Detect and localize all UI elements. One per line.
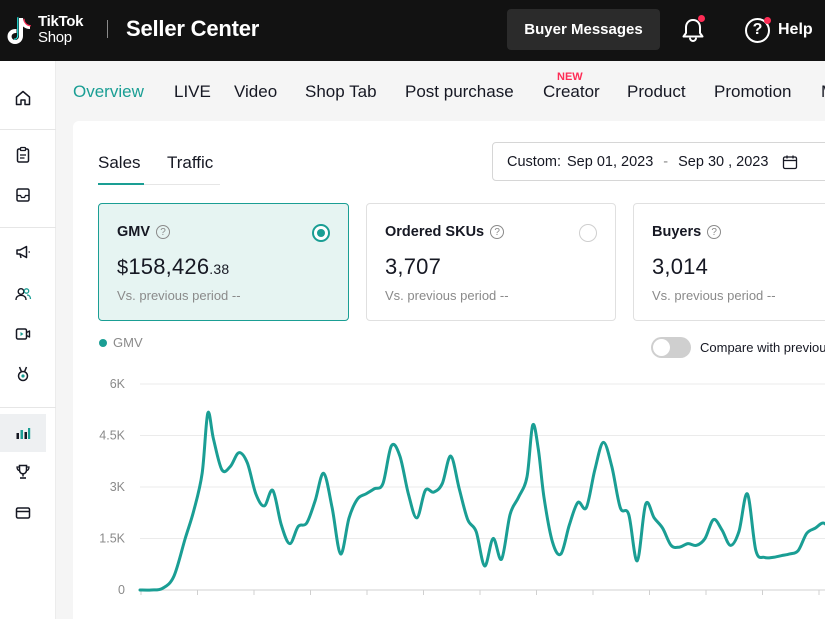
help-notification-dot	[764, 16, 771, 24]
gmv-line-chart: 0 1.5K 3K 4.5K 6K	[99, 377, 825, 597]
medal-icon	[17, 366, 29, 382]
metric-radio[interactable]	[312, 224, 330, 242]
tab-promotion[interactable]: Promotion	[714, 82, 792, 101]
subtab-active-indicator	[98, 183, 144, 185]
compare-toggle-group: Compare with previous	[651, 337, 825, 358]
sidebar-item-inbox[interactable]	[0, 176, 46, 214]
tab-live[interactable]: LIVE	[174, 82, 211, 101]
users-icon	[15, 288, 32, 301]
metric-value: 3,014	[652, 254, 708, 280]
y-tick-label: 6K	[110, 377, 126, 391]
date-range-picker[interactable]: Custom: Sep 01, 2023 - Sep 30 , 2023	[492, 142, 825, 181]
subtab-baseline	[98, 184, 220, 185]
help-button[interactable]: ? Help	[745, 16, 813, 44]
tab-post-purchase[interactable]: Post purchase	[405, 82, 514, 101]
y-tick-label: 1.5K	[99, 532, 125, 546]
metric-comparison: Vs. previous period --	[385, 288, 509, 303]
metric-label: Ordered SKUs?	[385, 224, 505, 240]
bell-icon[interactable]	[680, 17, 706, 43]
logo-text-shop: Shop	[38, 29, 72, 46]
sidebar-item-rewards[interactable]	[0, 453, 46, 491]
date-range-separator: -	[663, 153, 669, 170]
video-icon	[15, 328, 31, 340]
metric-label-text: Buyers	[652, 224, 702, 240]
metric-label-text: GMV	[117, 224, 151, 240]
sidebar-divider	[0, 407, 56, 408]
gmv-series-line[interactable]	[138, 410, 825, 592]
y-tick-label: 0	[118, 583, 125, 597]
sidebar-item-orders[interactable]	[0, 136, 46, 174]
tab-product[interactable]: Product	[627, 82, 686, 101]
metric-card-buyers[interactable]: Buyers? 3,014 Vs. previous period --	[633, 203, 825, 321]
metric-value: $158,426.38	[117, 254, 229, 280]
metric-comparison: Vs. previous period --	[652, 288, 776, 303]
y-tick-label: 3K	[110, 480, 126, 494]
top-bar: TikTok Shop Seller Center Buyer Messages…	[0, 0, 825, 61]
megaphone-icon	[16, 245, 30, 259]
sidebar-divider	[0, 129, 56, 130]
orders-icon	[16, 146, 30, 163]
sidebar-item-video[interactable]	[0, 315, 46, 353]
compare-label: Compare with previous	[700, 340, 825, 355]
metric-label-text: Ordered SKUs	[385, 224, 485, 240]
sidebar-item-finance[interactable]	[0, 494, 46, 532]
sidebar-item-marketing[interactable]	[0, 233, 46, 271]
currency-symbol: $	[117, 257, 129, 279]
help-label: Help	[778, 21, 813, 38]
overview-card: Sales Traffic Custom: Sep 01, 2023 - Sep…	[73, 121, 825, 619]
inbox-icon	[16, 188, 30, 202]
new-badge: NEW	[557, 71, 583, 83]
y-tick-label: 4.5K	[99, 429, 125, 443]
sidebar	[0, 61, 56, 619]
tab-more[interactable]: M	[821, 82, 825, 102]
info-icon[interactable]: ?	[156, 225, 171, 239]
date-range-end: Sep 30 , 2023	[678, 153, 769, 170]
metric-label: Buyers?	[652, 224, 722, 240]
logo-text-tiktok: TikTok	[38, 13, 84, 30]
tab-overview[interactable]: Overview	[73, 82, 144, 101]
tiktok-shop-logo[interactable]: TikTok Shop	[5, 12, 95, 48]
buyer-messages-button[interactable]: Buyer Messages	[507, 9, 660, 50]
metric-value-main: 158,426	[128, 254, 210, 279]
header-divider	[107, 20, 108, 38]
help-circle-icon: ?	[745, 16, 771, 43]
tab-video[interactable]: Video	[234, 82, 278, 101]
sidebar-item-analytics[interactable]	[0, 414, 46, 452]
analytics-icon	[16, 428, 31, 439]
tab-shop-tab[interactable]: Shop Tab	[305, 82, 377, 101]
metric-comparison: Vs. previous period --	[117, 288, 241, 303]
metric-value-cents: .38	[209, 261, 230, 277]
metric-label: GMV?	[117, 224, 171, 240]
date-range-start: Sep 01, 2023	[567, 153, 654, 170]
app-title: Seller Center	[126, 16, 260, 41]
metric-card-ordered-skus[interactable]: Ordered SKUs? 3,707 Vs. previous period …	[366, 203, 616, 321]
trophy-icon	[16, 464, 30, 479]
compare-toggle[interactable]	[651, 337, 691, 358]
legend-dot	[99, 338, 107, 347]
tab-creator[interactable]: Creator	[543, 82, 600, 101]
calendar-icon	[783, 155, 798, 169]
metric-value: 3,707	[385, 254, 441, 280]
home-icon	[15, 90, 31, 106]
subtab-sales[interactable]: Sales	[98, 153, 141, 172]
metric-value-main: 3,707	[385, 254, 442, 279]
sidebar-item-users[interactable]	[0, 275, 46, 313]
sidebar-item-creator[interactable]	[0, 355, 46, 393]
sidebar-divider	[0, 227, 56, 228]
date-range-prefix: Custom:	[507, 153, 561, 170]
tiktok-note-icon	[7, 17, 32, 44]
metric-radio[interactable]	[579, 224, 597, 242]
card-icon	[15, 507, 31, 519]
legend-label: GMV	[113, 335, 143, 350]
analytics-tabs: Overview LIVE Video Shop Tab Post purcha…	[57, 61, 825, 121]
notification-dot	[698, 15, 705, 22]
info-icon[interactable]: ?	[707, 225, 722, 239]
info-icon[interactable]: ?	[490, 225, 505, 239]
help-glyph: ?	[752, 21, 763, 38]
chart-legend: GMV	[99, 335, 143, 350]
metric-value-main: 3,014	[652, 254, 709, 279]
metric-card-gmv[interactable]: GMV? $158,426.38 Vs. previous period --	[98, 203, 349, 321]
sidebar-item-home[interactable]	[0, 79, 46, 117]
subtab-traffic[interactable]: Traffic	[167, 153, 214, 172]
